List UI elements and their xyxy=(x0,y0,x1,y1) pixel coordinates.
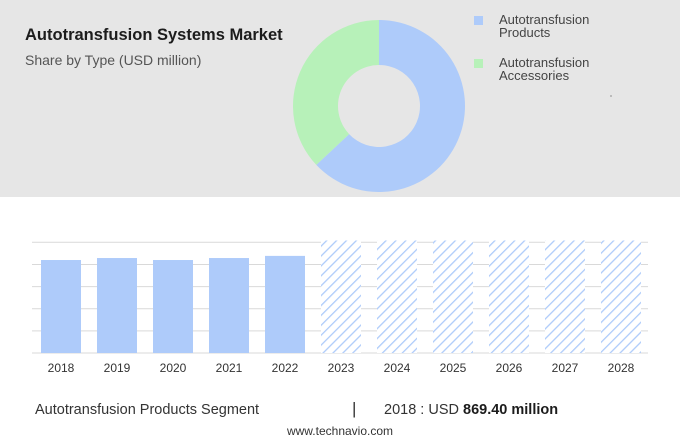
donut-slice-autotransfusion-products xyxy=(316,20,465,192)
x-tick-label: 2028 xyxy=(608,361,635,375)
chart-title: Autotransfusion Systems Market xyxy=(25,26,283,44)
x-tick-label: 2027 xyxy=(552,361,579,375)
bar-2019 xyxy=(97,258,137,353)
legend-swatch-accessories xyxy=(474,59,483,68)
x-tick-label: 2021 xyxy=(216,361,243,375)
legend-label-accessories: Autotransfusion Accessories xyxy=(499,55,590,83)
legend-swatch-products xyxy=(474,16,483,25)
x-tick-label: 2020 xyxy=(160,361,187,375)
x-tick-label: 2019 xyxy=(104,361,131,375)
bar-2024-forecast xyxy=(377,240,417,353)
x-tick-label: 2018 xyxy=(48,361,75,375)
bar-2027-forecast xyxy=(545,240,585,353)
x-tick-label: 2023 xyxy=(328,361,355,375)
footer-divider: | xyxy=(352,399,357,418)
bar-2018 xyxy=(41,260,81,353)
x-tick-label: 2025 xyxy=(440,361,467,375)
footer-year-label: 2018 : USD xyxy=(384,402,459,418)
bar-2028-forecast xyxy=(601,240,641,353)
bar-2021 xyxy=(209,258,249,353)
bar-2022 xyxy=(265,255,305,353)
bar-2020 xyxy=(153,260,193,353)
bar-chart: 2018 2019 2020 2021 2022 2023 2024 2025 2026 2027… xyxy=(32,240,648,375)
donut-chart xyxy=(293,20,465,192)
x-tick-label: 2026 xyxy=(496,361,523,375)
legend-label-products: Autotransfusion Products xyxy=(499,12,590,40)
chart-subtitle: Share by Type (USD million) xyxy=(25,52,202,68)
x-tick-label: 2024 xyxy=(384,361,411,375)
donut-slice-autotransfusion-accessories xyxy=(293,20,379,165)
bar-2025-forecast xyxy=(433,240,473,353)
footer-value: 2018 : USD 869.40 million xyxy=(384,402,558,418)
bar-2026-forecast xyxy=(489,240,529,353)
footer-segment-label: Autotransfusion Products Segment xyxy=(35,402,260,418)
source-url: www.technavio.com xyxy=(286,424,394,438)
legend-item-products: Autotransfusion Products xyxy=(474,13,619,39)
footer-value-amount: 869.40 million xyxy=(463,402,559,418)
legend-item-accessories: Autotransfusion Accessories xyxy=(474,56,619,82)
decorative-dot xyxy=(610,95,612,97)
bar-2023-forecast xyxy=(321,240,361,353)
x-tick-label: 2022 xyxy=(272,361,299,375)
